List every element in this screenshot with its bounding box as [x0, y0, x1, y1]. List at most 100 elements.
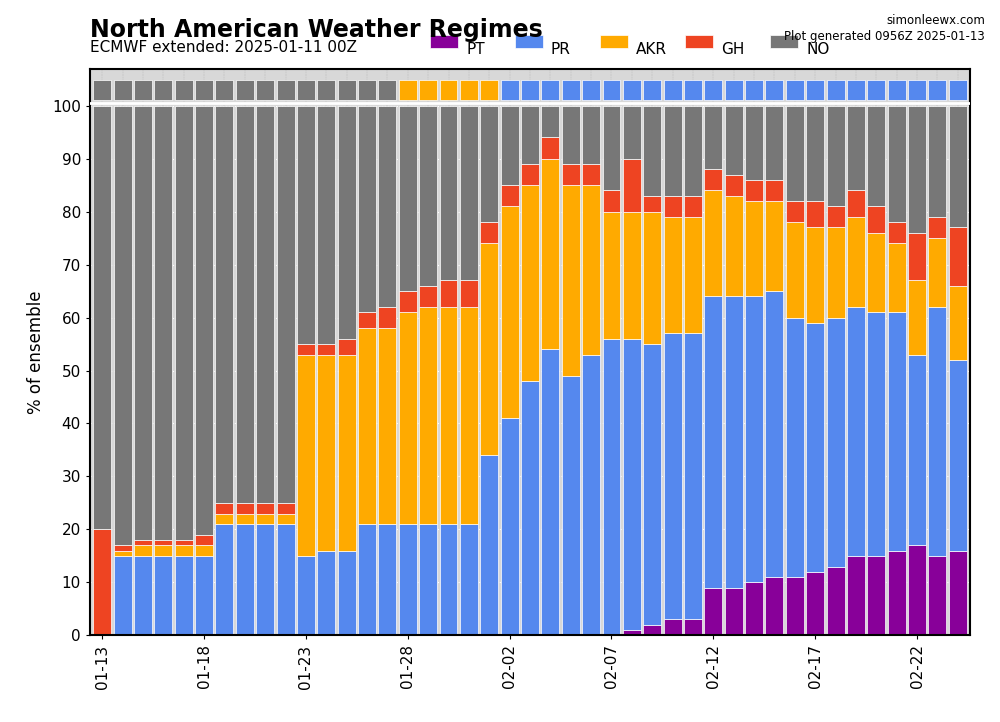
Bar: [175, 540, 193, 545]
Bar: [480, 243, 498, 456]
Bar: [440, 280, 457, 307]
Text: GH: GH: [721, 42, 744, 57]
Bar: [582, 105, 600, 164]
Bar: [134, 80, 152, 100]
Bar: [664, 196, 682, 217]
Bar: [114, 545, 132, 551]
Bar: [501, 105, 519, 185]
Bar: [867, 80, 885, 100]
Bar: [847, 191, 865, 217]
Bar: [623, 159, 641, 212]
Bar: [297, 105, 315, 344]
Bar: [765, 105, 783, 180]
Bar: [745, 180, 763, 201]
Bar: [154, 540, 172, 545]
Bar: [541, 349, 559, 635]
Bar: [704, 80, 722, 100]
Bar: [419, 286, 437, 307]
Bar: [154, 80, 172, 100]
Bar: [664, 619, 682, 635]
Bar: [93, 105, 111, 529]
Bar: [378, 105, 396, 307]
Bar: [297, 556, 315, 635]
Bar: [603, 105, 620, 191]
Bar: [277, 105, 295, 503]
Bar: [806, 201, 824, 227]
Bar: [827, 105, 845, 206]
Text: North American Weather Regimes: North American Weather Regimes: [90, 18, 543, 42]
Bar: [745, 80, 763, 100]
Bar: [684, 217, 702, 334]
Bar: [928, 105, 946, 217]
Bar: [175, 105, 193, 540]
Bar: [643, 80, 661, 100]
Bar: [419, 80, 437, 100]
Bar: [684, 619, 702, 635]
Bar: [725, 196, 743, 296]
Bar: [175, 545, 193, 556]
Bar: [745, 105, 763, 180]
Bar: [236, 503, 254, 513]
Bar: [480, 222, 498, 243]
Bar: [786, 80, 804, 100]
Bar: [338, 355, 356, 551]
Bar: [317, 344, 335, 355]
Bar: [399, 80, 417, 100]
Bar: [338, 80, 356, 100]
Bar: [480, 105, 498, 222]
Bar: [541, 80, 559, 100]
Bar: [277, 503, 295, 513]
Bar: [440, 307, 457, 524]
Bar: [460, 105, 478, 280]
Bar: [827, 206, 845, 227]
Bar: [888, 312, 906, 551]
Bar: [399, 524, 417, 635]
Bar: [134, 105, 152, 540]
Bar: [827, 227, 845, 318]
Bar: [725, 80, 743, 100]
Bar: [256, 80, 274, 100]
Text: Plot generated 0956Z 2025-01-13: Plot generated 0956Z 2025-01-13: [784, 30, 985, 43]
Bar: [541, 137, 559, 159]
Bar: [949, 551, 967, 635]
Bar: [908, 545, 926, 635]
Bar: [949, 227, 967, 286]
Bar: [378, 80, 396, 100]
Bar: [827, 567, 845, 635]
Bar: [725, 296, 743, 588]
Bar: [460, 307, 478, 524]
Bar: [154, 545, 172, 556]
Bar: [704, 169, 722, 191]
Bar: [256, 513, 274, 524]
Bar: [215, 513, 233, 524]
Bar: [215, 80, 233, 100]
Bar: [154, 556, 172, 635]
Bar: [317, 355, 335, 551]
Bar: [134, 540, 152, 545]
Bar: [704, 105, 722, 169]
Bar: [867, 206, 885, 232]
Bar: [949, 80, 967, 100]
Bar: [378, 328, 396, 524]
Bar: [195, 545, 213, 556]
Bar: [378, 307, 396, 328]
Bar: [236, 513, 254, 524]
Bar: [317, 80, 335, 100]
Bar: [867, 105, 885, 206]
Bar: [399, 291, 417, 312]
Bar: [949, 360, 967, 551]
Bar: [908, 355, 926, 545]
Bar: [256, 524, 274, 635]
Bar: [338, 105, 356, 339]
Bar: [847, 80, 865, 100]
Bar: [908, 105, 926, 232]
Bar: [358, 328, 376, 524]
Bar: [928, 217, 946, 238]
Bar: [134, 556, 152, 635]
Bar: [603, 80, 620, 100]
Bar: [419, 307, 437, 524]
Bar: [277, 524, 295, 635]
Bar: [765, 80, 783, 100]
Bar: [765, 201, 783, 291]
Bar: [867, 232, 885, 312]
